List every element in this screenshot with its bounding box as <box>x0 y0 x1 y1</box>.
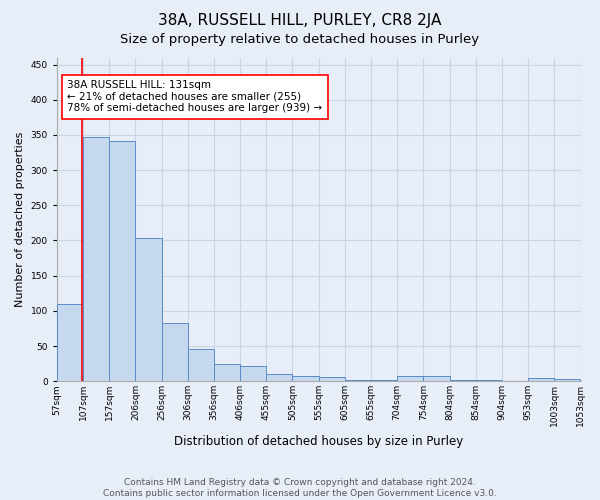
X-axis label: Distribution of detached houses by size in Purley: Distribution of detached houses by size … <box>174 434 463 448</box>
Text: 38A RUSSELL HILL: 131sqm
← 21% of detached houses are smaller (255)
78% of semi-: 38A RUSSELL HILL: 131sqm ← 21% of detach… <box>67 80 322 114</box>
Bar <box>57 304 83 382</box>
Bar <box>345 380 371 382</box>
Bar <box>292 376 319 382</box>
Bar <box>214 364 240 382</box>
Bar <box>424 376 449 382</box>
Bar <box>449 380 476 382</box>
Bar <box>371 380 397 382</box>
Y-axis label: Number of detached properties: Number of detached properties <box>15 132 25 307</box>
Bar <box>240 366 266 382</box>
Bar <box>397 376 424 382</box>
Text: 38A, RUSSELL HILL, PURLEY, CR8 2JA: 38A, RUSSELL HILL, PURLEY, CR8 2JA <box>158 12 442 28</box>
Text: Contains HM Land Registry data © Crown copyright and database right 2024.
Contai: Contains HM Land Registry data © Crown c… <box>103 478 497 498</box>
Bar <box>319 377 345 382</box>
Text: Size of property relative to detached houses in Purley: Size of property relative to detached ho… <box>121 32 479 46</box>
Bar <box>161 323 188 382</box>
Bar <box>83 137 109 382</box>
Bar <box>266 374 292 382</box>
Bar <box>528 378 554 382</box>
Bar <box>136 238 161 382</box>
Bar <box>188 349 214 382</box>
Bar <box>554 379 580 382</box>
Bar <box>476 380 502 382</box>
Bar <box>109 142 136 382</box>
